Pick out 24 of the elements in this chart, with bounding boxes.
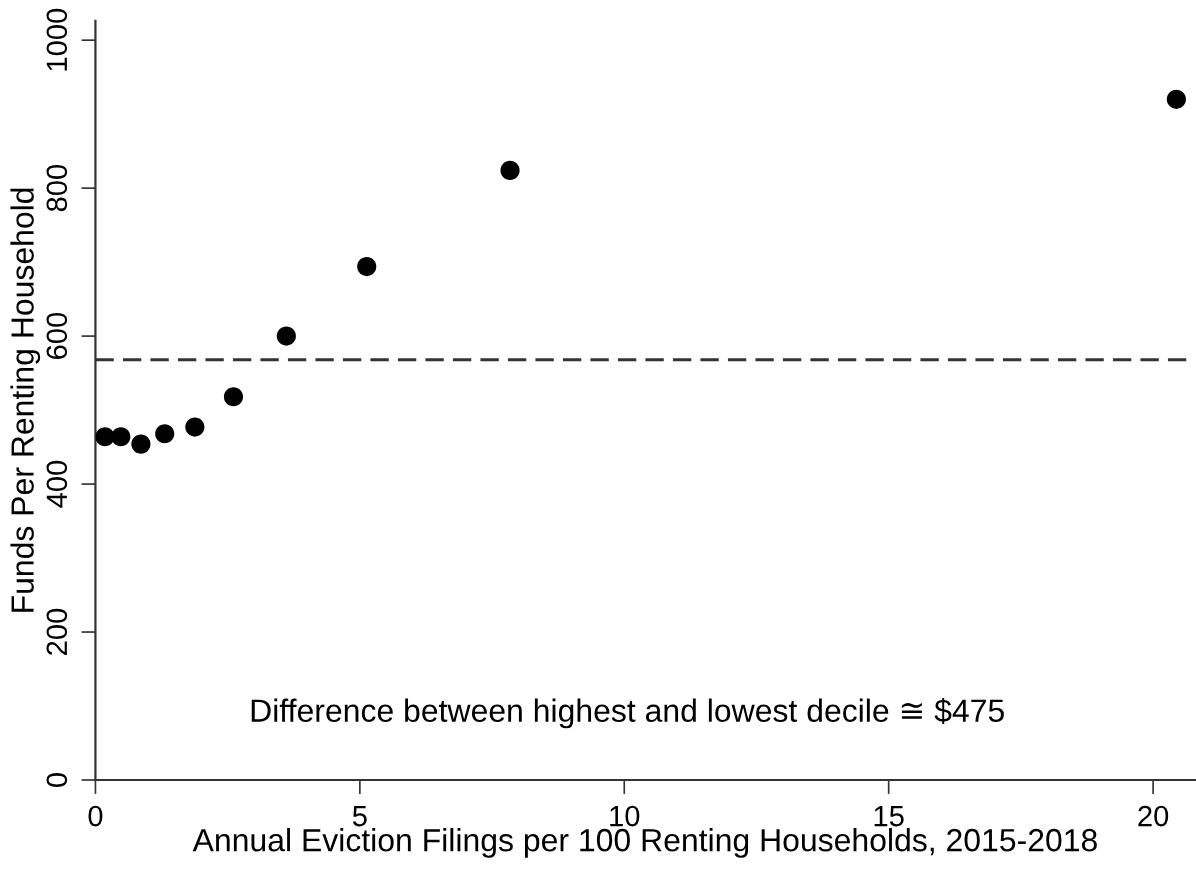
- point: [131, 434, 151, 454]
- point: [223, 387, 244, 407]
- x-tick-label: 10: [610, 805, 640, 827]
- annotation: Difference between highest and lowest decile ≅ $475: [251, 698, 1004, 729]
- point: [185, 417, 205, 437]
- x-tick-label: 0: [88, 805, 103, 827]
- x-axis-title: Annual Eviction Filings per 100 Renting Households, 2015-2018: [192, 828, 1097, 858]
- x-tick-label: 5: [352, 806, 367, 827]
- point: [357, 256, 377, 277]
- x-tick-label: 15: [874, 806, 904, 827]
- y-tick-label: 1000: [46, 8, 68, 71]
- point: [1166, 89, 1186, 109]
- point: [500, 160, 520, 180]
- point: [276, 326, 296, 346]
- y-tick-label: 800: [46, 164, 68, 212]
- point: [95, 427, 115, 447]
- y-tick-label: 0: [46, 773, 68, 787]
- point: [155, 424, 175, 444]
- point: [111, 427, 131, 447]
- y-tick-label: 200: [46, 608, 68, 655]
- y-axis-title: Funds Per Renting Household: [10, 188, 41, 612]
- y-tick-label: 600: [46, 312, 68, 359]
- y-tick-label: 400: [46, 460, 68, 508]
- x-tick-label: 20: [1138, 805, 1169, 827]
